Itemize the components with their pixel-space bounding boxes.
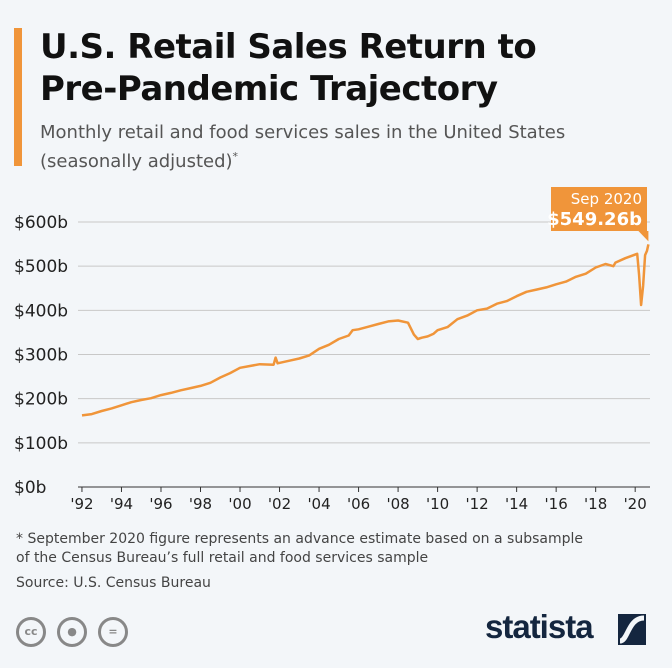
- x-tick-label: '94: [110, 495, 133, 513]
- series-line: [81, 244, 650, 417]
- by-icon[interactable]: ●: [57, 617, 87, 647]
- statista-logo[interactable]: statista: [485, 608, 594, 645]
- footnote-line-2: of the Census Bureau’s full retail and f…: [16, 550, 429, 566]
- x-tick-label: '04: [307, 495, 330, 513]
- y-tick-label: $200b: [14, 390, 68, 410]
- x-tick-label: '98: [189, 495, 212, 513]
- x-tick-label: '02: [268, 495, 291, 513]
- annotation-box: [551, 187, 647, 231]
- subtitle: Monthly retail and food services sales i…: [40, 121, 565, 174]
- x-tick-label: '08: [386, 495, 409, 513]
- annotation-pointer: [638, 231, 649, 242]
- source: Source: U.S. Census Bureau: [16, 575, 211, 591]
- cc-icon[interactable]: cc: [16, 617, 46, 647]
- x-tick-label: '18: [584, 495, 607, 513]
- annotation-value: $549.26b: [547, 209, 642, 230]
- page-title: U.S. Retail Sales Return to Pre-Pandemic…: [40, 26, 537, 110]
- title-line-2: Pre-Pandemic Trajectory: [40, 69, 498, 109]
- x-tick-label: '92: [70, 495, 93, 513]
- y-tick-label: $300b: [14, 346, 68, 366]
- statista-logo-icon: [618, 614, 646, 645]
- x-tick-label: '10: [426, 495, 449, 513]
- x-tick-label: '14: [505, 495, 528, 513]
- x-tick-label: '16: [545, 495, 568, 513]
- annotation-label: Sep 2020: [571, 190, 642, 208]
- subtitle-text: (seasonally adjusted): [40, 151, 233, 172]
- footnote: * September 2020 figure represents an ad…: [16, 530, 583, 568]
- x-tick-label: '06: [347, 495, 370, 513]
- line-chart: $0b $100b $200b $300b $400b $500b $600b '92 '94 '…: [14, 187, 650, 513]
- x-tick-label: '96: [149, 495, 172, 513]
- title-line-1: U.S. Retail Sales Return to: [40, 27, 537, 67]
- y-tick-label: $500b: [14, 257, 68, 277]
- nd-icon[interactable]: =: [98, 617, 128, 647]
- y-tick-label: $600b: [14, 213, 68, 233]
- x-tick-label: '20: [624, 495, 647, 513]
- accent-bar: [14, 28, 22, 166]
- y-tick-label: $400b: [14, 301, 68, 321]
- footnote-line-1: * September 2020 figure represents an ad…: [16, 531, 583, 547]
- x-tick-label: '00: [228, 495, 251, 513]
- footnote-mark: *: [232, 150, 239, 163]
- x-tick-label: '12: [466, 495, 489, 513]
- subtitle-line-1: Monthly retail and food services sales i…: [40, 122, 566, 143]
- subtitle-line-2: (seasonally adjusted)*: [40, 145, 565, 174]
- y-tick-label: $100b: [14, 434, 68, 454]
- y-tick-label: $0b: [14, 478, 46, 498]
